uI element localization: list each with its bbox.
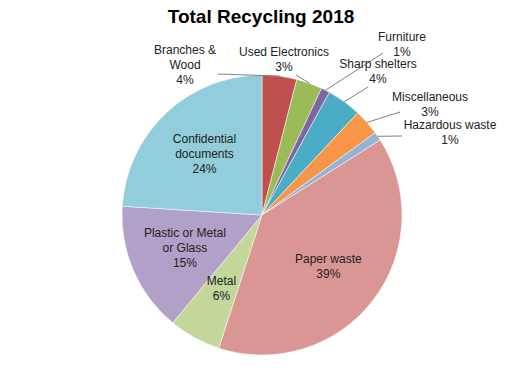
html-text:Total Recycling 2018: Total Recycling 2018 bbox=[167, 6, 355, 27]
svg-text:Plastic or Metalor Glass15%: Plastic or Metalor Glass15% bbox=[144, 226, 226, 270]
svg-text:Hazardous waste1%: Hazardous waste1% bbox=[404, 118, 497, 147]
svg-text:Miscellaneous3%: Miscellaneous3% bbox=[392, 90, 468, 119]
svg-text:Furniture1%: Furniture1% bbox=[378, 30, 426, 59]
svg-text:Paper waste39%: Paper waste39% bbox=[295, 252, 362, 281]
svg-text:Used Electronics3%: Used Electronics3% bbox=[239, 45, 329, 74]
svg-text:Branches &Wood4%: Branches &Wood4% bbox=[154, 43, 216, 87]
svg-text:Metal6%: Metal6% bbox=[207, 274, 236, 303]
svg-text:Confidentialdocuments24%: Confidentialdocuments24% bbox=[173, 132, 236, 176]
svg-text:Sharp shelters4%: Sharp shelters4% bbox=[339, 57, 416, 86]
